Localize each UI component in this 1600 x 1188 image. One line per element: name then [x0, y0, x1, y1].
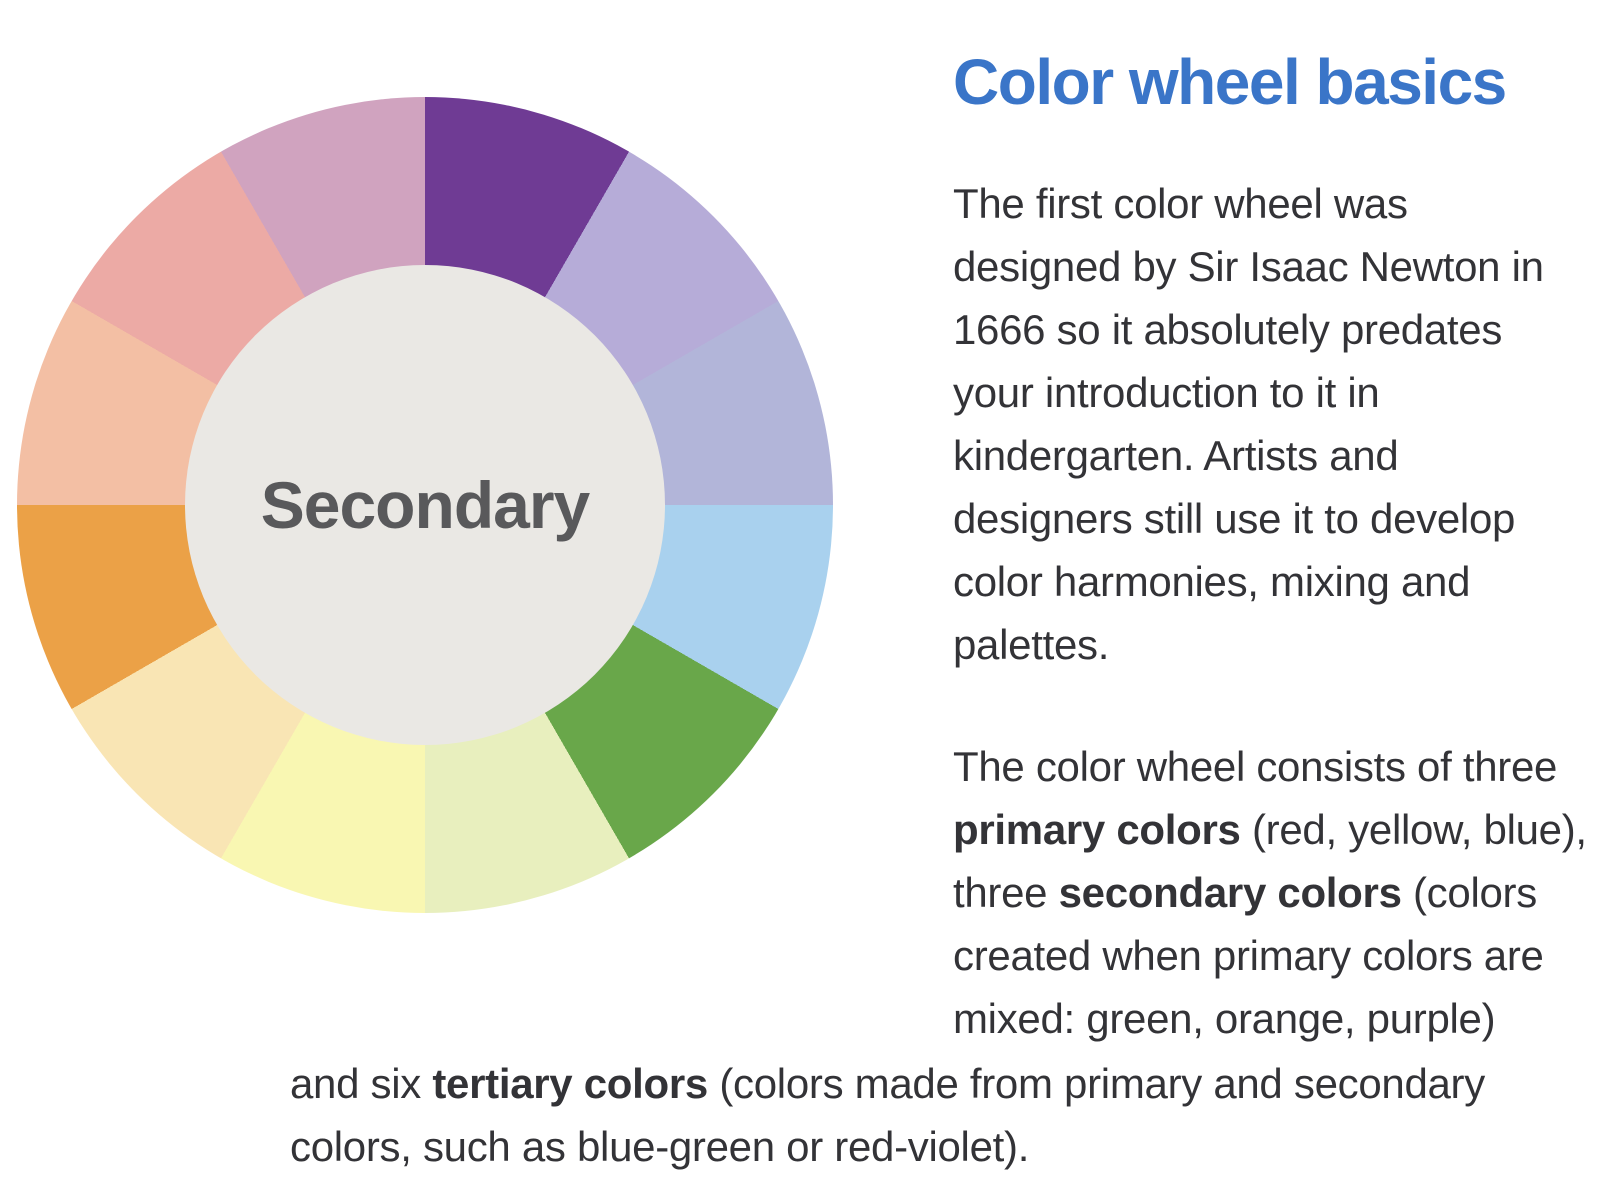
page-title: Color wheel basics: [953, 46, 1507, 118]
wheel-center-circle: Secondary: [185, 265, 665, 745]
intro-paragraph: The first color wheel was designed by Si…: [953, 180, 1544, 668]
wheel-center-label: Secondary: [260, 468, 590, 542]
composition-paragraph-continuation: and six tertiary colors (colors made fro…: [290, 1060, 1485, 1170]
color-wheel-figure: Secondary: [0, 0, 870, 1030]
composition-paragraph: The color wheel consists of three primar…: [953, 743, 1587, 1042]
